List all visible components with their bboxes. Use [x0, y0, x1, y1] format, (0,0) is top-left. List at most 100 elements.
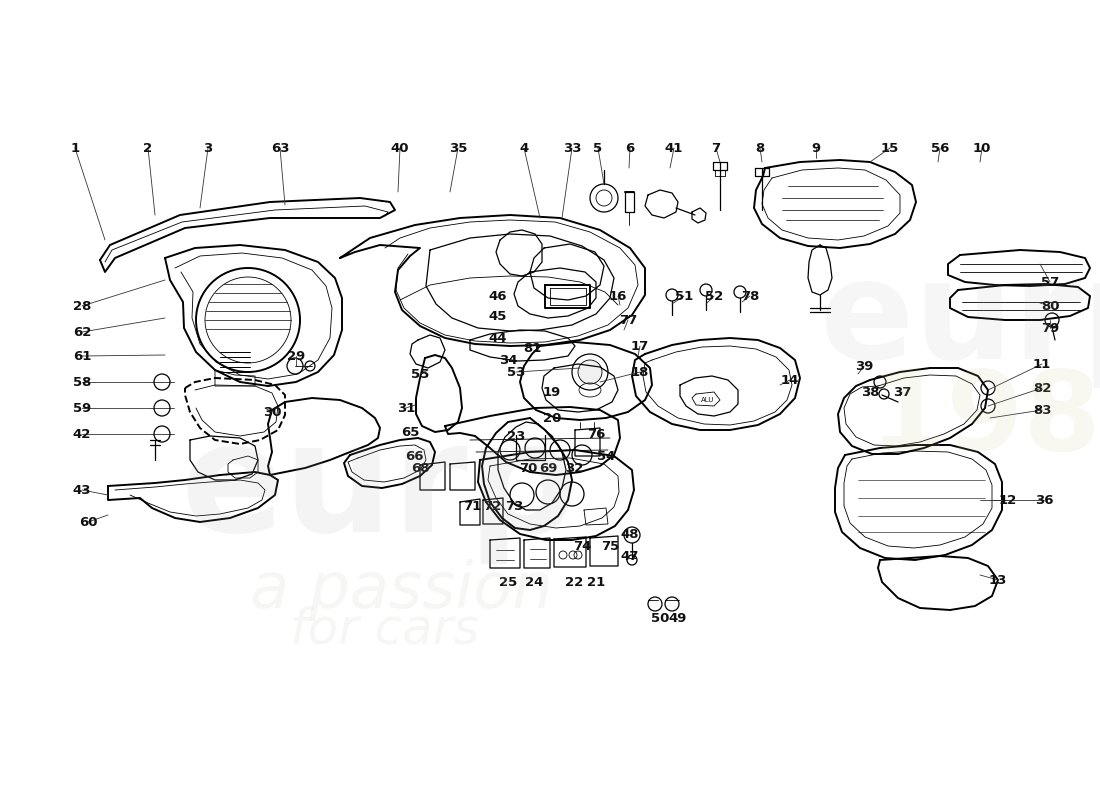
Text: 13: 13	[989, 574, 1008, 586]
Text: 34: 34	[498, 354, 517, 366]
Text: 33: 33	[563, 142, 581, 154]
Circle shape	[734, 286, 746, 298]
Text: 25: 25	[499, 575, 517, 589]
Text: 45: 45	[488, 310, 507, 322]
Text: 43: 43	[73, 483, 91, 497]
Text: 48: 48	[620, 527, 639, 541]
Circle shape	[879, 389, 889, 399]
Text: eurp: eurp	[820, 253, 1100, 387]
Text: 18: 18	[630, 366, 649, 378]
Text: 36: 36	[1035, 494, 1054, 506]
Text: 72: 72	[483, 499, 502, 513]
Text: 63: 63	[271, 142, 289, 154]
Text: 62: 62	[73, 326, 91, 338]
Circle shape	[154, 374, 170, 390]
Text: 54: 54	[597, 450, 615, 462]
Text: 21: 21	[587, 575, 605, 589]
Text: 83: 83	[1033, 403, 1052, 417]
Text: 19: 19	[543, 386, 561, 398]
Text: 73: 73	[505, 499, 524, 513]
Text: 16: 16	[608, 290, 627, 302]
Text: 47: 47	[620, 550, 639, 562]
Text: 20: 20	[542, 411, 561, 425]
Text: 3: 3	[204, 142, 212, 154]
Circle shape	[627, 555, 637, 565]
Circle shape	[287, 358, 303, 374]
Text: 60: 60	[79, 515, 97, 529]
Text: 65: 65	[400, 426, 419, 438]
Text: 82: 82	[1033, 382, 1052, 394]
Text: 68: 68	[410, 462, 429, 474]
Text: 23: 23	[507, 430, 525, 442]
Text: 59: 59	[73, 402, 91, 414]
Text: 58: 58	[73, 375, 91, 389]
Text: 57: 57	[1041, 275, 1059, 289]
Text: 1: 1	[70, 142, 79, 154]
Circle shape	[624, 527, 640, 543]
Text: 51: 51	[675, 290, 693, 302]
Text: 2: 2	[143, 142, 153, 154]
Text: 49: 49	[669, 611, 688, 625]
Text: 6: 6	[626, 142, 635, 154]
Circle shape	[578, 360, 602, 384]
Text: 70: 70	[519, 462, 537, 474]
Text: 28: 28	[73, 299, 91, 313]
Circle shape	[700, 284, 712, 296]
Text: 31: 31	[397, 402, 415, 414]
Text: 56: 56	[931, 142, 949, 154]
Text: 11: 11	[1033, 358, 1052, 370]
Text: ALU: ALU	[702, 397, 715, 403]
Circle shape	[666, 289, 678, 301]
Circle shape	[874, 376, 886, 388]
Text: 41: 41	[664, 142, 683, 154]
Text: 9: 9	[812, 142, 821, 154]
Text: 80: 80	[1041, 299, 1059, 313]
Text: 37: 37	[893, 386, 911, 398]
Text: 24: 24	[525, 575, 543, 589]
Text: 35: 35	[449, 142, 468, 154]
Text: 76: 76	[586, 427, 605, 441]
Text: for cars: for cars	[290, 606, 480, 654]
Text: 15: 15	[881, 142, 899, 154]
Text: 40: 40	[390, 142, 409, 154]
Text: 5: 5	[593, 142, 603, 154]
Text: 61: 61	[73, 350, 91, 362]
Text: 46: 46	[488, 290, 507, 302]
Text: 17: 17	[631, 339, 649, 353]
Text: 69: 69	[539, 462, 558, 474]
Text: 42: 42	[73, 427, 91, 441]
Text: 8: 8	[756, 142, 764, 154]
Text: 66: 66	[405, 450, 424, 462]
Text: 75: 75	[601, 539, 619, 553]
Text: 55: 55	[411, 367, 429, 381]
Text: 1985: 1985	[870, 366, 1100, 474]
Text: 78: 78	[740, 290, 759, 302]
Text: 29: 29	[287, 350, 305, 362]
Text: 81: 81	[522, 342, 541, 354]
Text: a passion: a passion	[250, 559, 553, 621]
Text: 79: 79	[1041, 322, 1059, 334]
Circle shape	[981, 381, 996, 395]
Circle shape	[981, 399, 996, 413]
Text: 30: 30	[263, 406, 282, 418]
Text: 12: 12	[999, 494, 1018, 506]
Text: 50: 50	[651, 611, 669, 625]
Text: 32: 32	[564, 462, 583, 474]
Text: 39: 39	[855, 359, 873, 373]
Text: 4: 4	[519, 142, 529, 154]
Text: 10: 10	[972, 142, 991, 154]
Circle shape	[648, 597, 662, 611]
Text: 53: 53	[507, 366, 525, 378]
Circle shape	[154, 426, 170, 442]
Text: eurp: eurp	[180, 415, 578, 565]
Circle shape	[1045, 313, 1059, 327]
Text: 74: 74	[573, 539, 591, 553]
Circle shape	[154, 400, 170, 416]
Text: 22: 22	[565, 575, 583, 589]
Text: 77: 77	[619, 314, 637, 326]
Circle shape	[305, 361, 315, 371]
Text: 44: 44	[488, 331, 507, 345]
Circle shape	[666, 597, 679, 611]
Text: 71: 71	[463, 499, 481, 513]
Text: 38: 38	[860, 386, 879, 398]
